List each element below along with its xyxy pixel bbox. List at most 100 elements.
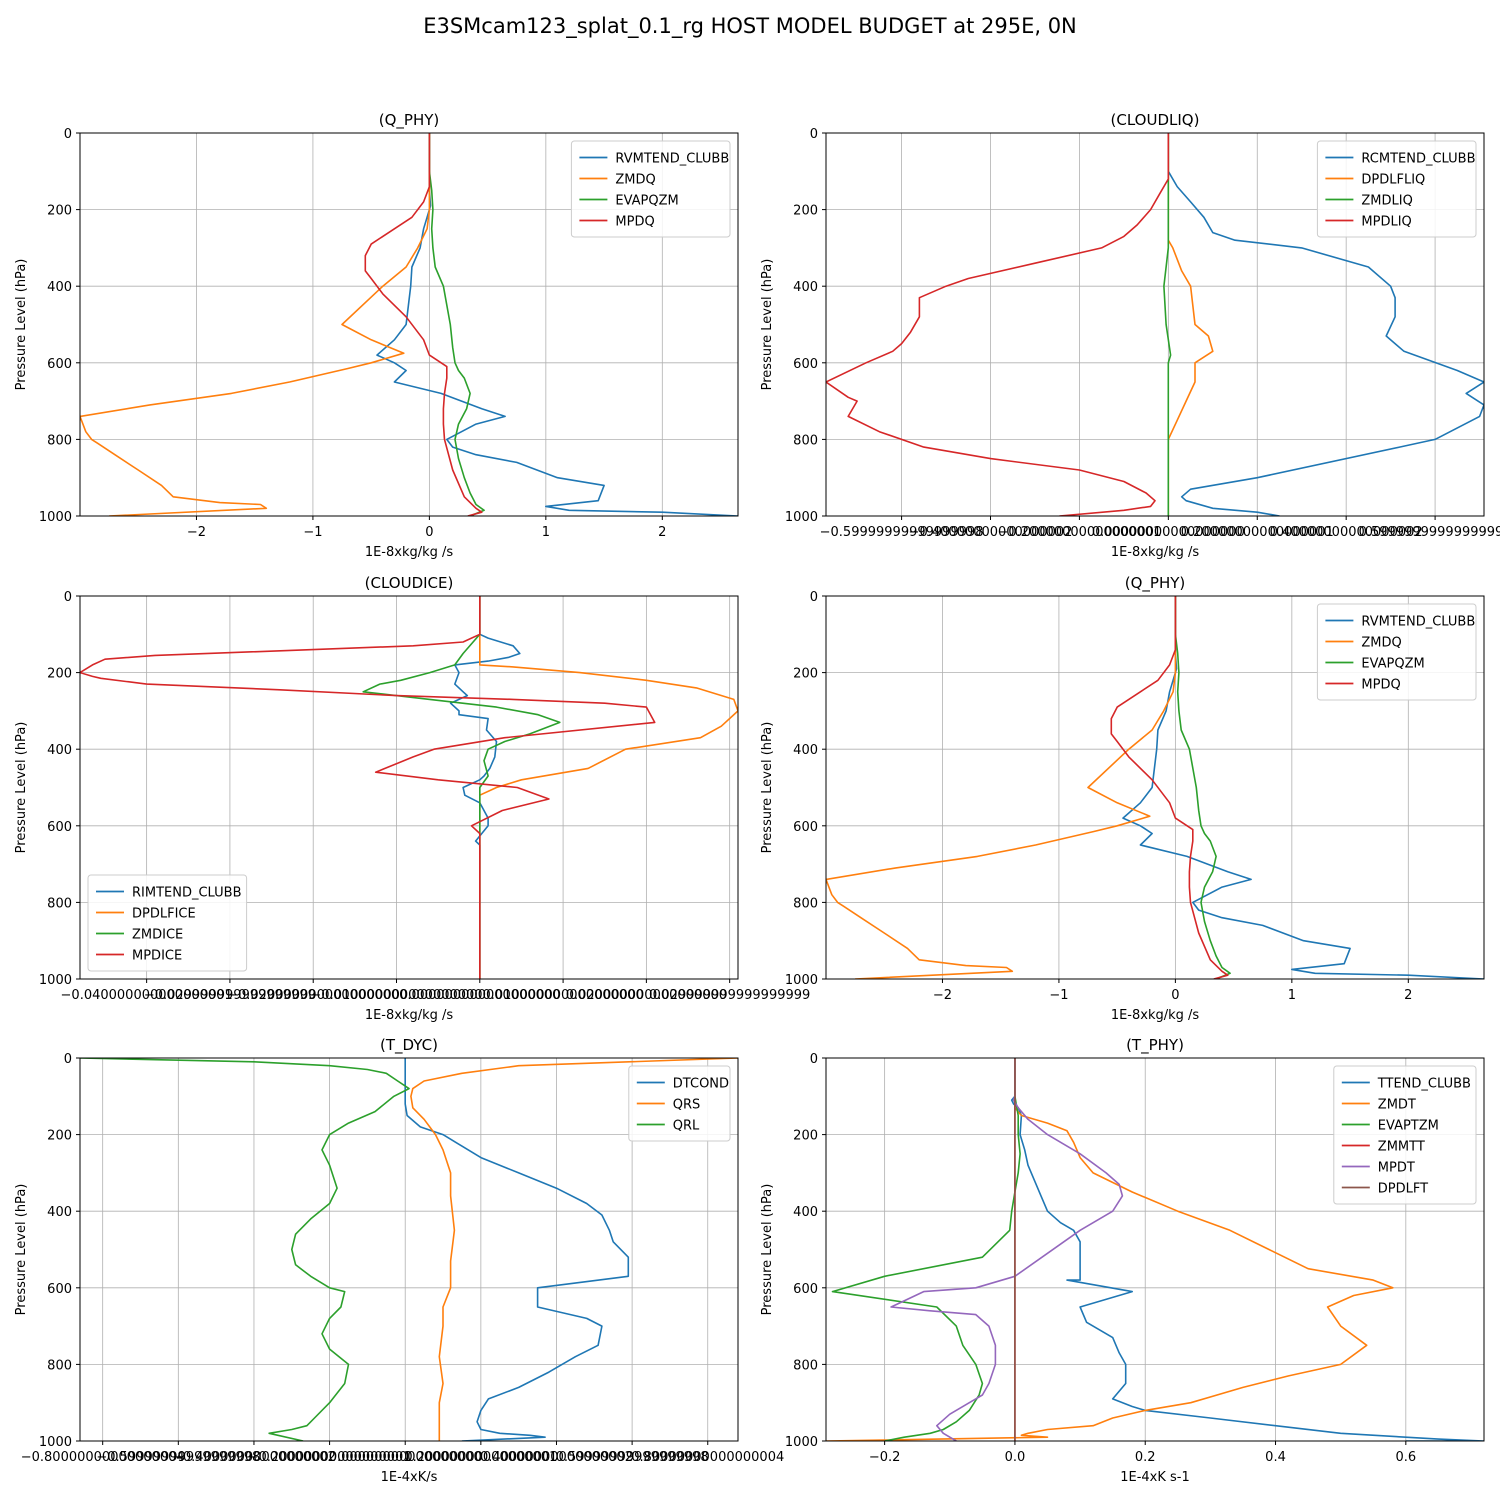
y-tick-label: 800 — [47, 896, 72, 911]
y-axis-label: Pressure Level (hPa) — [760, 1184, 775, 1316]
y-tick-label: 0 — [810, 1052, 818, 1067]
series-line-rvmtend-clubb — [376, 133, 738, 516]
x-tick-label: 0.029999999999999999 — [649, 988, 810, 1003]
y-tick-label: 600 — [47, 1282, 72, 1297]
series-line-rimtend-clubb — [449, 596, 521, 979]
legend-entry: DTCOND — [673, 1077, 729, 1092]
legend-box — [87, 874, 248, 972]
legend-entry: ZMDQ — [615, 173, 655, 188]
x-tick-label: 0 — [1171, 988, 1179, 1003]
legend-entry: QRL — [673, 1119, 700, 1134]
y-tick-label: 0 — [810, 590, 818, 605]
x-tick-label: 0.20000000000000001 — [1181, 525, 1334, 540]
legend: DTCOND QRS QRL — [628, 1065, 731, 1142]
legend: RCMTEND_CLUBB DPDLFLIQ ZMDLIQ MPDLIQ — [1316, 140, 1477, 238]
y-tick-label: 600 — [793, 357, 818, 372]
x-tick-label: 0 — [425, 525, 433, 540]
x-tick-label: −2 — [187, 525, 206, 540]
y-tick-label: 1000 — [785, 973, 818, 988]
axes-frame — [825, 132, 1485, 517]
legend-entry: ZMDICE — [132, 928, 183, 943]
y-tick-label: 600 — [793, 820, 818, 835]
panel-title: (Q_PHY) — [1125, 574, 1186, 593]
legend: RIMTEND_CLUBB DPDLFICE ZMDICE MPDICE — [87, 874, 248, 972]
x-tick-label: −0.029999999999999999 — [144, 988, 316, 1003]
x-tick-label: −0.20000000000000001 — [997, 525, 1161, 540]
legend-entry: EVAPQZM — [1361, 657, 1424, 672]
x-tick-label: 0.00000000000000000 — [329, 1450, 482, 1465]
y-tick-label: 0 — [64, 127, 72, 142]
x-tick-label: −2 — [933, 988, 952, 1003]
x-tick-label: −0.20000000000000001 — [248, 1450, 412, 1465]
x-tick-label: 0.000000000000000000 — [399, 988, 560, 1003]
y-axis-label: Pressure Level (hPa) — [14, 1184, 29, 1316]
panel-title: (T_PHY) — [1126, 1036, 1184, 1055]
series-line-evapqzm — [428, 133, 485, 516]
x-tick-label: 1 — [1288, 988, 1296, 1003]
series-line-mpdt — [890, 1058, 1124, 1441]
axes-frame — [79, 1057, 739, 1442]
x-tick-label: 0.020000000000000000 — [566, 988, 727, 1003]
legend-entry: ZMDT — [1378, 1098, 1416, 1113]
series-line-zmdice — [362, 596, 561, 979]
figure-title: E3SMcam123_splat_0.1_rg HOST MODEL BUDGE… — [423, 14, 1077, 38]
panel-cloudliq: −0.59999999999999998−0.40000000000000002… — [760, 111, 1500, 560]
y-tick-label: 800 — [793, 433, 818, 448]
series-line-evapqzm — [1174, 596, 1231, 979]
legend-entry: ZMDQ — [1361, 636, 1401, 651]
y-tick-label: 600 — [47, 820, 72, 835]
legend-entry: DPDLFICE — [132, 907, 196, 922]
series-line-dpdlfliq — [1167, 133, 1214, 516]
y-tick-label: 1000 — [785, 1435, 818, 1450]
y-tick-label: 200 — [47, 667, 72, 682]
x-tick-label: −0.40000000000000002 — [909, 525, 1073, 540]
x-tick-label: 0.00000000000000000 — [1092, 525, 1245, 540]
series-line-zmdq — [80, 133, 431, 516]
series-line-mpdliq — [826, 133, 1170, 516]
x-axis-label: 1E-4xK/s — [381, 1470, 438, 1485]
x-axis-label: 1E-8xkg/kg /s — [365, 1008, 454, 1023]
x-tick-label: 0.59999999999999998 — [556, 1450, 709, 1465]
y-tick-label: 200 — [793, 1129, 818, 1144]
series-line-ttend-clubb — [1010, 1058, 1484, 1441]
legend-entry: MPDLIQ — [1361, 215, 1411, 230]
x-tick-label: −0.020000000000000000 — [227, 988, 399, 1003]
legend-entry: RIMTEND_CLUBB — [132, 886, 242, 901]
x-tick-label: −1 — [303, 525, 322, 540]
y-axis-label: Pressure Level (hPa) — [14, 722, 29, 854]
legend-entry: ZMMTT — [1378, 1140, 1425, 1155]
x-tick-label: 0.010000000000000000 — [482, 988, 643, 1003]
x-tick-label: 0.80000000000000004 — [631, 1450, 784, 1465]
x-axis-label: 1E-4xK s-1 — [1120, 1470, 1190, 1485]
panel-title: (T_DYC) — [380, 1036, 438, 1055]
y-tick-label: 800 — [47, 1358, 72, 1373]
y-tick-label: 800 — [793, 896, 818, 911]
x-tick-label: 2 — [658, 525, 666, 540]
series-line-zmdq — [826, 596, 1177, 979]
series-line-mpdice — [80, 596, 656, 979]
y-tick-label: 400 — [793, 1205, 818, 1220]
legend-entry: MPDQ — [1361, 678, 1400, 693]
y-tick-label: 400 — [47, 743, 72, 758]
y-tick-label: 0 — [64, 590, 72, 605]
x-tick-label: 2 — [1404, 988, 1412, 1003]
legend-entry: EVAPQZM — [615, 194, 678, 209]
y-tick-label: 600 — [47, 357, 72, 372]
axes-frame — [825, 1057, 1485, 1442]
series-line-qrs — [410, 1058, 738, 1441]
panel-t-dyc: −0.80000000000000004−0.59999999999999998… — [14, 1036, 784, 1485]
panel-q-phy-top-left: −2 −1 0 1 2 0 200 400 600 800 1000 (Q_PHY) 1E-8xkg/k… — [14, 111, 739, 560]
x-tick-label: 0.40000000000000002 — [480, 1450, 633, 1465]
x-tick-label: 0.40000000000000002 — [1270, 525, 1423, 540]
x-tick-label: 0.0 — [1005, 1450, 1026, 1465]
y-tick-label: 1000 — [39, 973, 72, 988]
y-tick-label: 400 — [47, 280, 72, 295]
axes-frame — [79, 595, 739, 980]
legend: RVMTEND_CLUBB ZMDQ EVAPQZM MPDQ — [1316, 603, 1477, 701]
x-axis-label: 1E-8xkg/kg /s — [1111, 1008, 1200, 1023]
series-line-mpdq — [364, 133, 483, 516]
series-line-zmdliq — [1163, 133, 1172, 516]
legend-entry: MPDT — [1378, 1161, 1415, 1176]
panel-q-phy-middle-right: −2 −1 0 1 2 0 200 400 600 800 1000 (Q_PHY) 1E-8xkg/k… — [760, 574, 1485, 1023]
y-tick-label: 200 — [793, 204, 818, 219]
